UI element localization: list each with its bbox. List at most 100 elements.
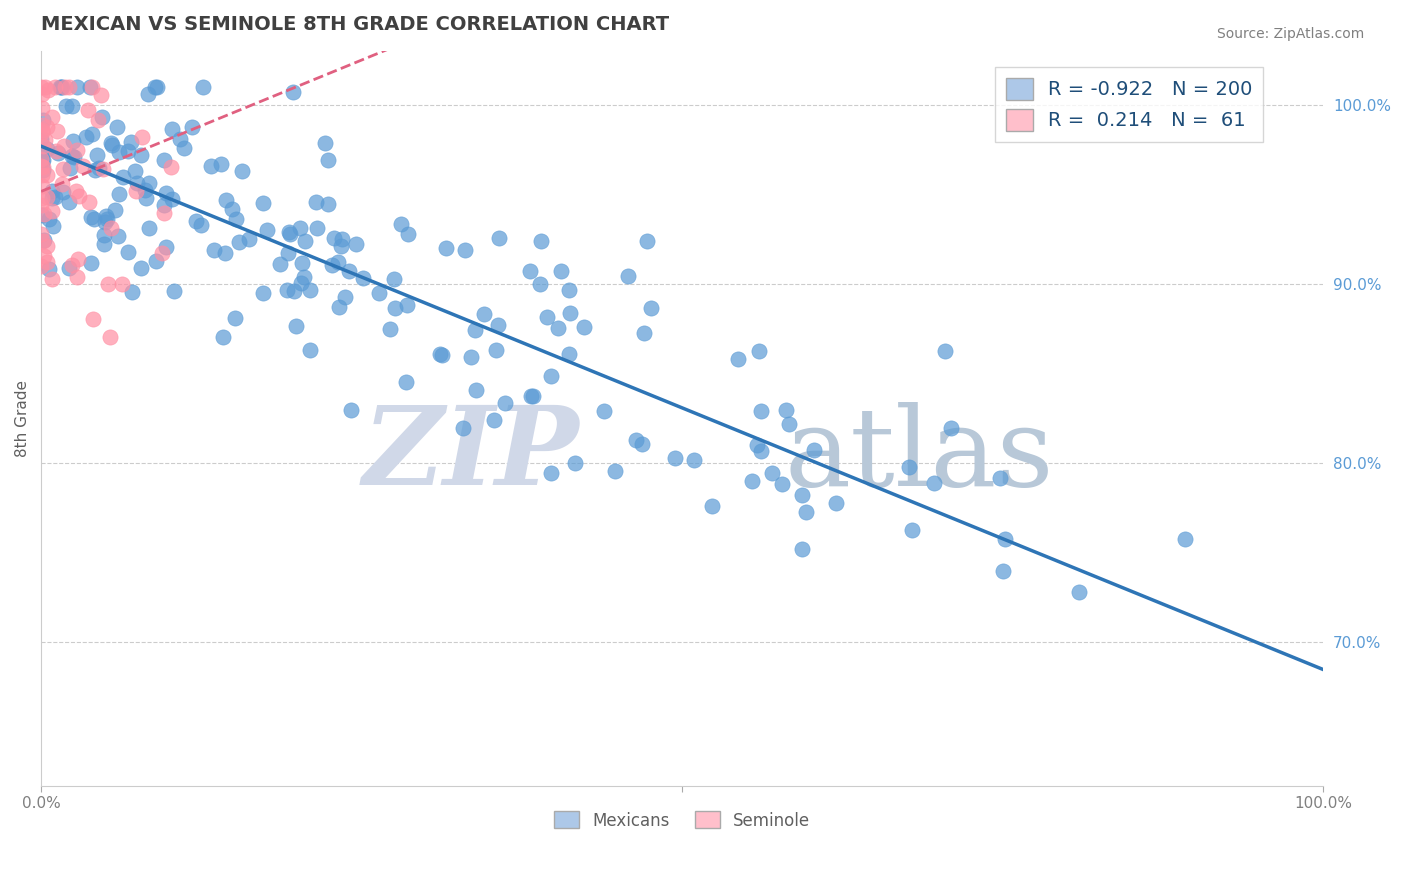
Point <box>389 217 412 231</box>
Point <box>630 436 652 450</box>
Point <box>41 219 63 233</box>
Point <box>276 283 298 297</box>
Point <box>617 268 640 283</box>
Point <box>749 444 772 458</box>
Point <box>32 153 55 168</box>
Point <box>749 404 772 418</box>
Point <box>190 219 212 233</box>
Point <box>368 285 391 300</box>
Point <box>898 460 921 475</box>
Point <box>31 101 53 115</box>
Point <box>794 505 817 519</box>
Point <box>283 284 305 298</box>
Point <box>214 246 236 260</box>
Point <box>396 227 419 242</box>
Point <box>434 240 457 254</box>
Point <box>30 227 52 242</box>
Point <box>125 184 148 198</box>
Point <box>62 134 84 148</box>
Point <box>58 260 80 275</box>
Point <box>94 209 117 223</box>
Point <box>145 253 167 268</box>
Point <box>44 190 66 204</box>
Text: ZIP: ZIP <box>363 401 579 508</box>
Point <box>34 133 56 147</box>
Point <box>291 256 314 270</box>
Point <box>160 192 183 206</box>
Point <box>155 186 177 201</box>
Point <box>120 135 142 149</box>
Point <box>31 234 53 248</box>
Text: atlas: atlas <box>785 401 1054 508</box>
Point <box>326 255 349 269</box>
Point <box>396 298 419 312</box>
Point <box>519 264 541 278</box>
Point <box>202 244 225 258</box>
Point <box>314 136 336 151</box>
Point <box>775 403 797 417</box>
Point <box>173 141 195 155</box>
Point <box>395 375 418 389</box>
Point <box>135 191 157 205</box>
Point <box>31 139 53 153</box>
Point <box>46 146 69 161</box>
Point <box>53 79 76 94</box>
Point <box>41 111 63 125</box>
Point <box>792 488 814 502</box>
Point <box>66 79 89 94</box>
Point <box>51 79 73 94</box>
Point <box>34 249 56 263</box>
Point <box>30 159 52 173</box>
Point <box>100 220 122 235</box>
Point <box>465 383 488 397</box>
Point <box>640 301 662 315</box>
Point <box>129 148 152 162</box>
Point <box>160 161 183 175</box>
Point <box>328 301 350 315</box>
Text: Source: ZipAtlas.com: Source: ZipAtlas.com <box>1216 27 1364 41</box>
Point <box>994 533 1017 547</box>
Point <box>60 258 83 272</box>
Point <box>298 283 321 297</box>
Point <box>778 417 800 432</box>
Point <box>277 246 299 260</box>
Point <box>988 471 1011 485</box>
Point <box>91 110 114 124</box>
Point <box>285 319 308 334</box>
Point <box>378 322 401 336</box>
Point <box>540 467 562 481</box>
Point <box>104 202 127 217</box>
Point <box>252 286 274 301</box>
Point <box>624 433 647 447</box>
Point <box>32 162 55 177</box>
Point <box>316 153 339 167</box>
Point <box>530 235 553 249</box>
Point <box>129 260 152 275</box>
Point <box>460 350 482 364</box>
Point <box>482 413 505 427</box>
Point <box>485 343 508 357</box>
Point <box>572 319 595 334</box>
Point <box>37 254 59 268</box>
Point <box>45 123 67 137</box>
Point <box>256 223 278 237</box>
Point <box>51 177 73 191</box>
Point <box>200 159 222 173</box>
Point <box>134 183 156 197</box>
Point <box>136 87 159 101</box>
Point <box>66 252 89 266</box>
Point <box>160 122 183 136</box>
Point <box>225 211 247 226</box>
Point <box>63 149 86 163</box>
Point <box>322 231 344 245</box>
Point <box>547 321 569 335</box>
Point <box>75 129 97 144</box>
Y-axis label: 8th Grade: 8th Grade <box>15 380 30 457</box>
Point <box>486 318 509 332</box>
Point <box>682 452 704 467</box>
Point <box>605 464 627 478</box>
Point <box>152 153 174 167</box>
Point <box>67 189 90 203</box>
Point <box>529 277 551 292</box>
Point <box>38 212 60 227</box>
